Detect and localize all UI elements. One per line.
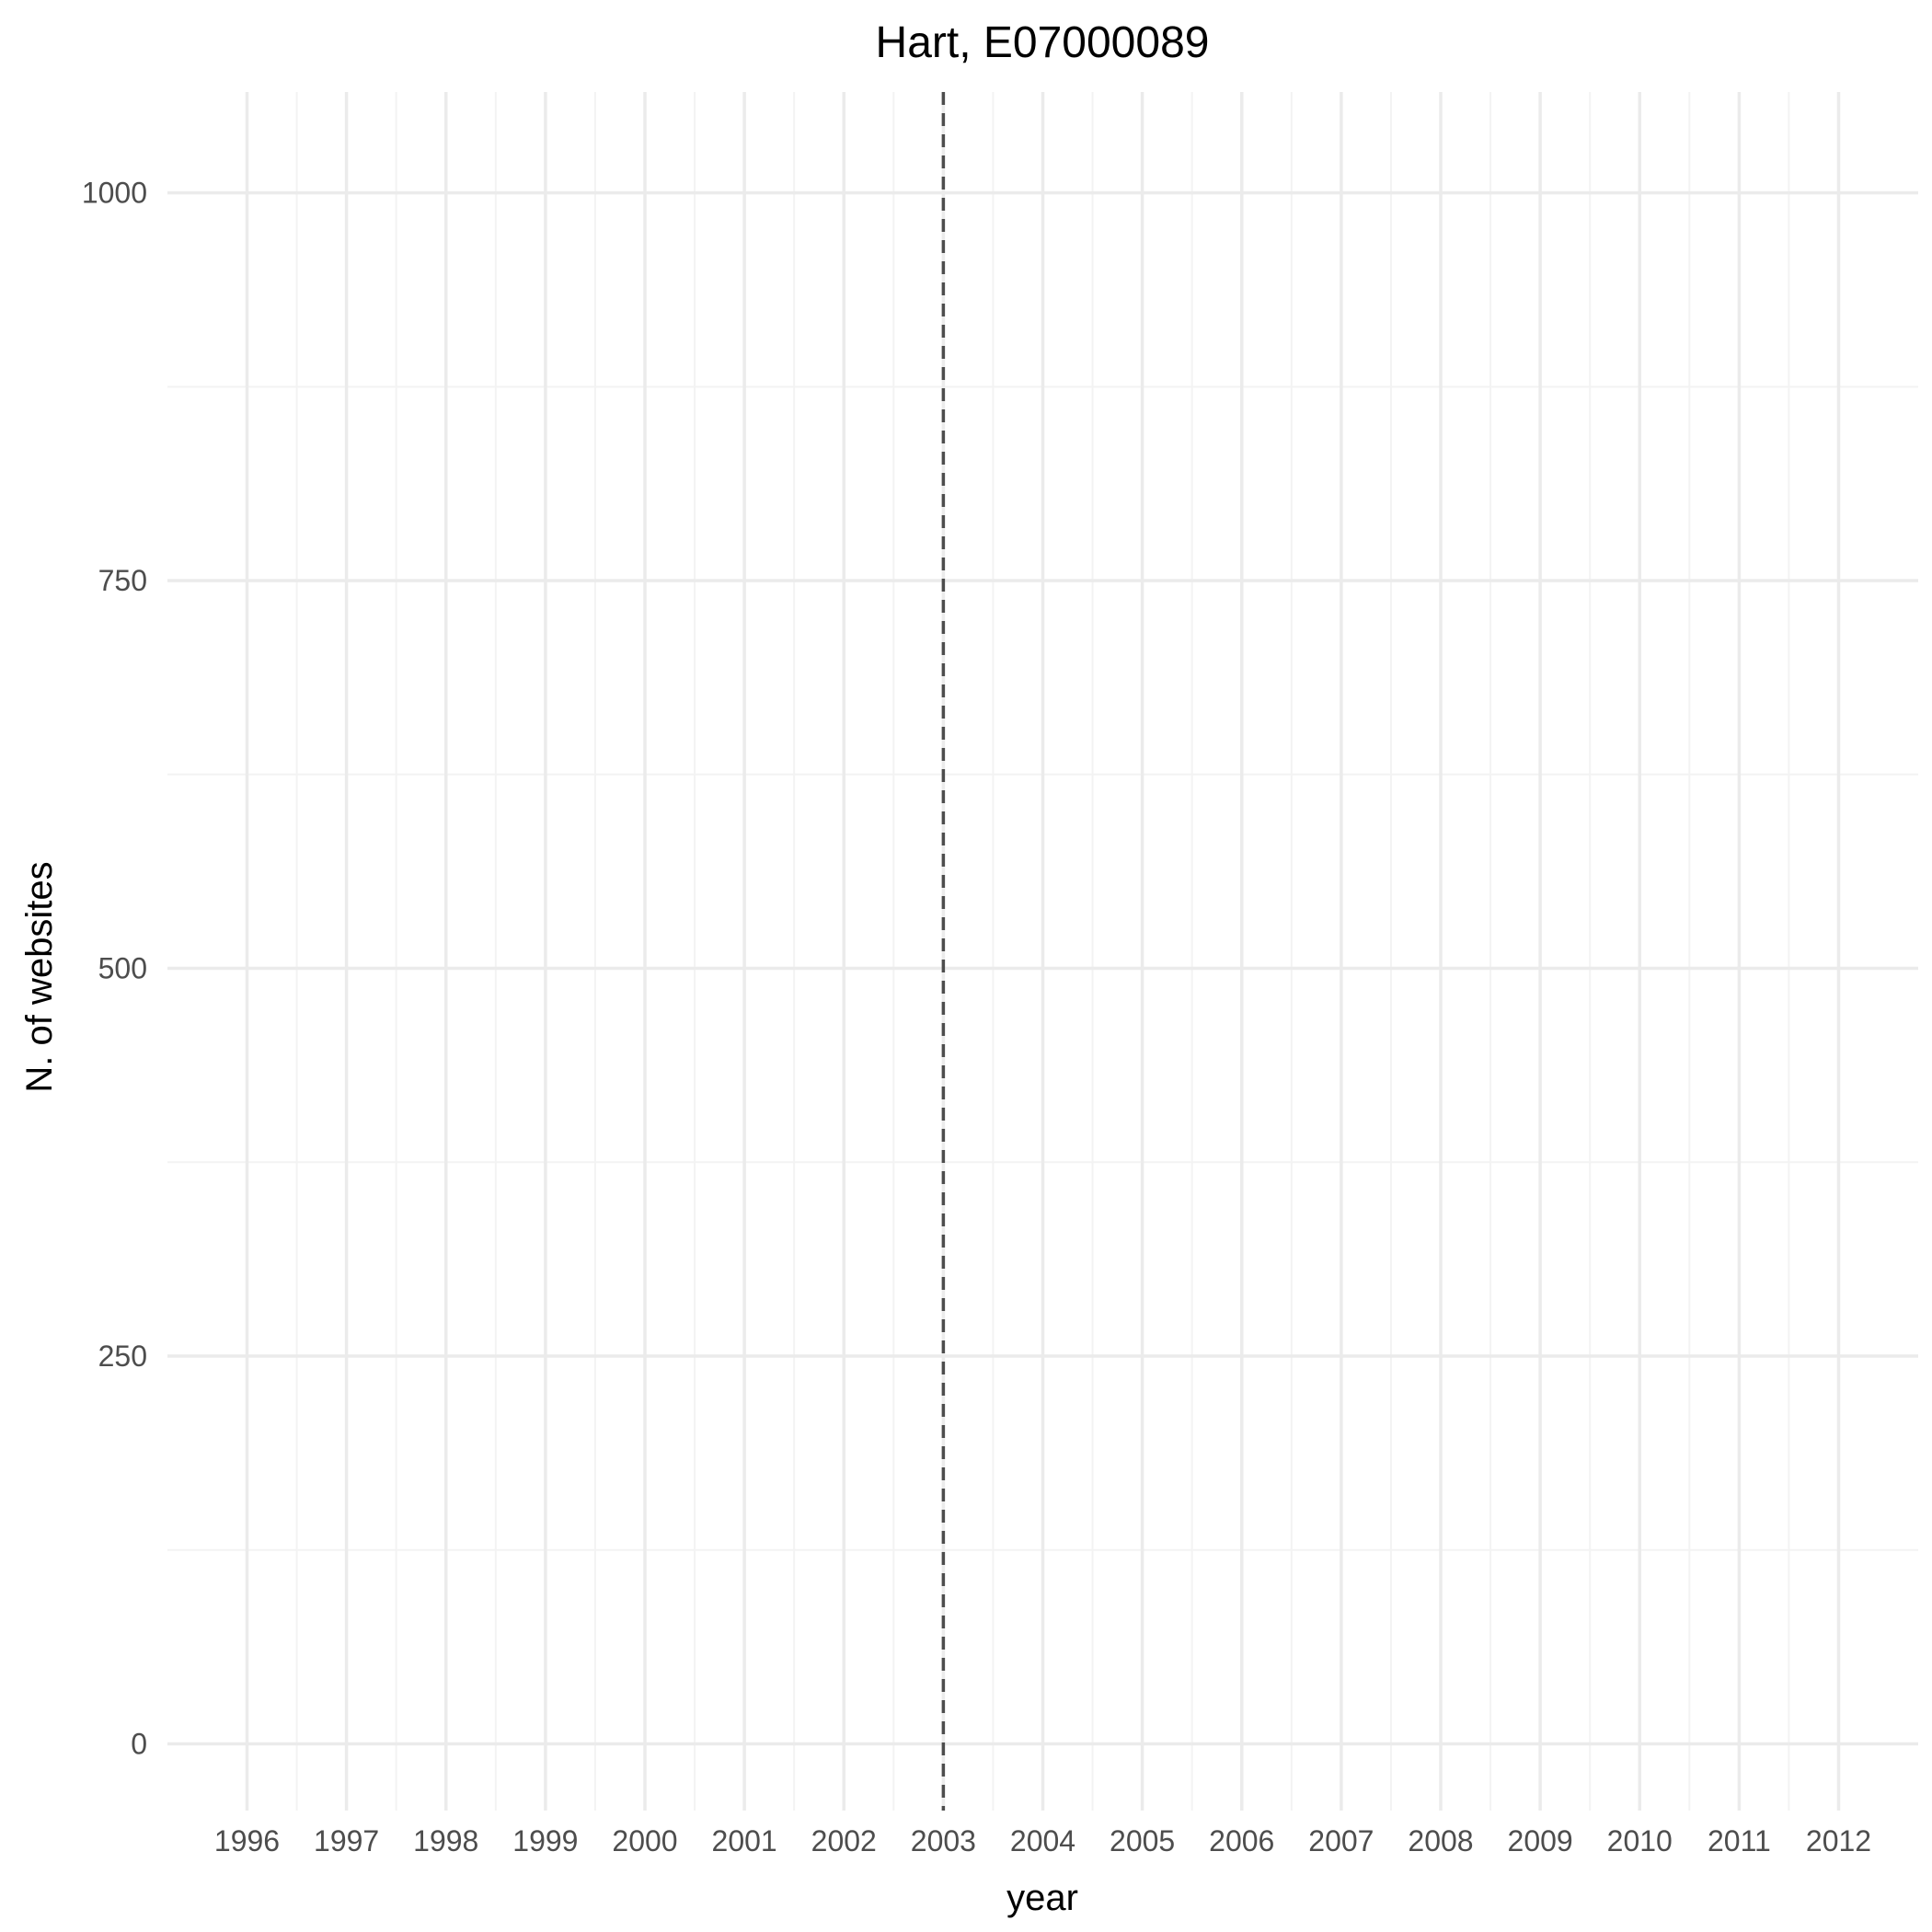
x-tick-label: 2004 (1010, 1824, 1075, 1857)
x-tick-label: 2009 (1508, 1824, 1573, 1857)
x-tick-label: 2000 (612, 1824, 677, 1857)
x-tick-label: 2006 (1209, 1824, 1274, 1857)
x-tick-label: 2007 (1308, 1824, 1374, 1857)
x-tick-label: 2010 (1607, 1824, 1673, 1857)
y-axis-ticks: 0 250 500 750 1000 (82, 177, 147, 1761)
y-tick-label: 750 (98, 564, 147, 597)
x-tick-label: 2002 (811, 1824, 877, 1857)
y-tick-label: 1000 (82, 177, 147, 210)
x-tick-label: 2012 (1806, 1824, 1871, 1857)
y-tick-label: 0 (131, 1728, 147, 1761)
x-axis-ticks: 1996 1997 1998 1999 2000 2001 2002 2003 2004 2005… (214, 1824, 1871, 1857)
y-tick-label: 500 (98, 952, 147, 985)
x-tick-label: 1997 (314, 1824, 379, 1857)
x-axis-title: year (1006, 1878, 1078, 1918)
gridlines (167, 92, 1918, 1811)
chart-title: Hart, E07000089 (876, 18, 1210, 67)
x-tick-label: 2003 (911, 1824, 976, 1857)
y-tick-label: 250 (98, 1340, 147, 1373)
y-axis-title: N. of websites (19, 861, 60, 1092)
x-tick-label: 1999 (512, 1824, 578, 1857)
x-tick-label: 1996 (214, 1824, 280, 1857)
x-tick-label: 2001 (712, 1824, 777, 1857)
x-tick-label: 1998 (413, 1824, 478, 1857)
x-tick-label: 2011 (1708, 1824, 1771, 1857)
x-tick-label: 2005 (1110, 1824, 1175, 1857)
x-tick-label: 2008 (1408, 1824, 1473, 1857)
